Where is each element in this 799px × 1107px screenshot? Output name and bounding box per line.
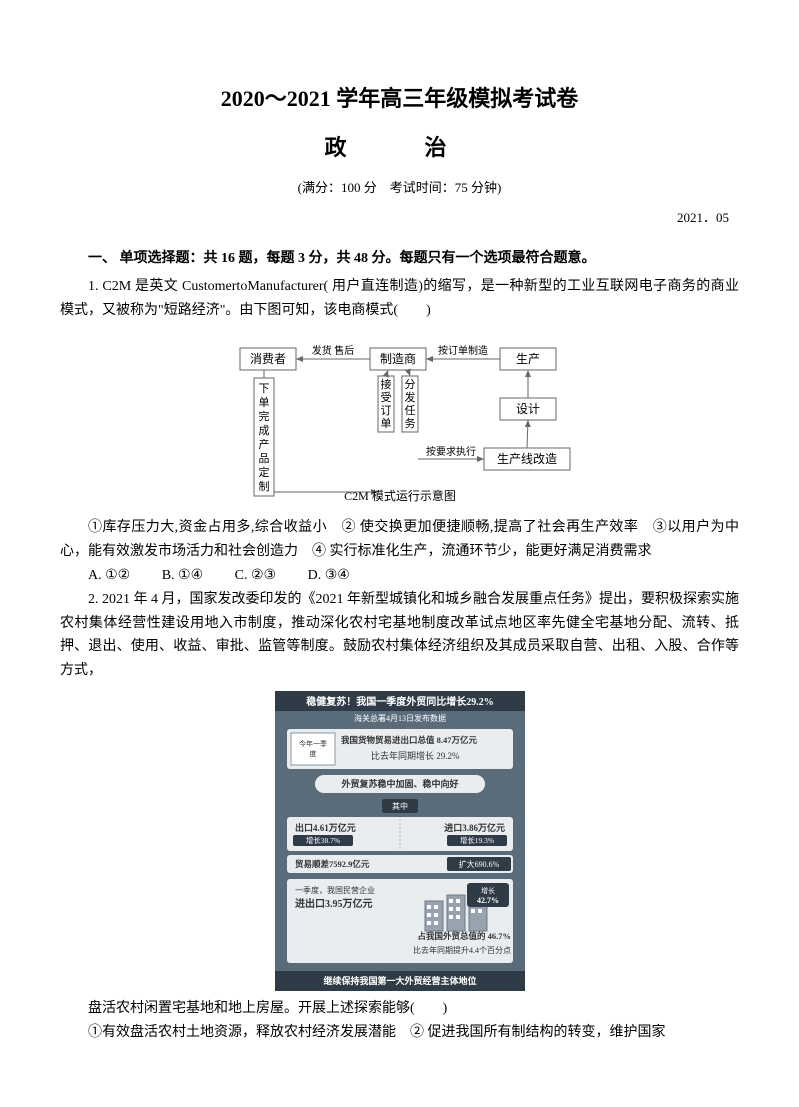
svg-text:发: 发 [404,390,415,404]
svg-text:按要求执行: 按要求执行 [426,445,476,458]
svg-text:其中: 其中 [392,801,408,811]
trade-infographic: 稳健复苏！我国一季度外贸同比增长29.2% 海关总署4月13日发布数据今年一季度 我… [275,691,525,991]
svg-text:海关总署4月13日发布数据: 海关总署4月13日发布数据 [354,713,446,723]
q1-opt-b: B. ①④ [162,568,203,583]
exam-subject-title: 政 治 [60,129,739,166]
svg-text:分: 分 [404,378,415,391]
svg-text:今年一季: 今年一季 [299,739,327,748]
q1-options: A. ①② B. ①④ C. ②③ D. ③④ [60,564,739,588]
q2-choices-text: ①有效盘活农村土地资源，释放农村经济发展潜能 ② 促进我国所有制结构的转变，维护… [60,1021,739,1045]
svg-text:制造商: 制造商 [379,351,415,366]
svg-text:消费者: 消费者 [249,352,285,366]
svg-text:订: 订 [380,404,391,417]
svg-text:务: 务 [404,417,415,430]
q2-intro: 2. 2021 年 4 月，国家发改委印发的《2021 年新型城镇化和城乡融合发… [60,588,739,683]
q1-choices-text: ①库存压力大,资金占用多,综合收益小 ② 使交换更加便捷顺畅,提高了社会再生产效… [60,516,739,564]
q1-intro: 1. C2M 是英文 CustomertoManufacturer( 用户直连制… [60,275,739,323]
svg-text:生产线改造: 生产线改造 [496,452,556,466]
svg-text:42.7%: 42.7% [477,896,499,905]
svg-text:比去年同期提升4.4个百分点: 比去年同期提升4.4个百分点 [413,945,511,955]
svg-text:生产: 生产 [515,352,539,366]
svg-text:受: 受 [380,391,391,404]
svg-text:比去年同期增长 29.2%: 比去年同期增长 29.2% [371,750,460,761]
svg-text:制: 制 [258,480,269,493]
svg-text:增长19.3%: 增长19.3% [459,835,493,845]
svg-text:成: 成 [258,424,269,437]
svg-text:增长38.7%: 增长38.7% [305,835,339,845]
svg-text:进口3.86万亿元: 进口3.86万亿元 [444,822,505,833]
svg-text:我国货物贸易进出口总值 8.47万亿元: 我国货物贸易进出口总值 8.47万亿元 [341,735,478,745]
svg-text:发货 售后: 发货 售后 [311,344,354,357]
svg-text:贸易顺差7592.9亿元: 贸易顺差7592.9亿元 [295,859,370,869]
svg-text:占我国外贸总值的 46.7%: 占我国外贸总值的 46.7% [417,931,511,941]
svg-text:品: 品 [258,452,269,465]
section-heading: 一、 单项选择题：共 16 题，每题 3 分，共 48 分。每题只有一个选项最符… [60,247,739,271]
svg-text:单: 单 [258,396,269,409]
svg-text:继续保持我国第一大外贸经营主体地位: 继续保持我国第一大外贸经营主体地位 [323,975,476,986]
q1-opt-a: A. ①② [88,568,130,583]
svg-text:稳健复苏！我国一季度外贸同比增长29.2%: 稳健复苏！我国一季度外贸同比增长29.2% [306,695,494,708]
exam-meta: (满分：100 分 考试时间：75 分钟) [60,177,739,199]
svg-text:完: 完 [258,409,269,423]
svg-text:增长: 增长 [481,886,495,895]
svg-text:度: 度 [309,749,316,758]
svg-text:设计: 设计 [515,402,539,416]
svg-text:单: 单 [380,417,391,430]
svg-text:C2M 模式运行示意图: C2M 模式运行示意图 [344,488,456,503]
exam-date: 2021．05 [60,207,739,229]
q2-tail: 盘活农村闲置宅基地和地上房屋。开展上述探索能够( ) [60,997,739,1021]
svg-text:外贸复苏稳中加固、稳中向好: 外贸复苏稳中加固、稳中向好 [340,778,458,789]
c2m-diagram: 消费者制造商生产设计生产线改造下单完成产品定制接受订单分发任务发货 售后按订单制… [220,336,580,506]
q1-opt-d: D. ③④ [308,568,350,583]
svg-text:按订单制造: 按订单制造 [438,344,488,357]
svg-text:产: 产 [258,437,269,451]
exam-main-title: 2020～2021 学年高三年级模拟考试卷 [60,80,739,117]
svg-text:下: 下 [258,383,269,395]
svg-text:任: 任 [404,404,415,417]
svg-text:进出口3.95万亿元: 进出口3.95万亿元 [295,897,373,910]
svg-text:扩大690.6%: 扩大690.6% [458,859,499,869]
svg-text:出口4.61万亿元: 出口4.61万亿元 [295,822,356,833]
svg-text:接: 接 [380,378,391,391]
q1-opt-c: C. ②③ [235,568,276,583]
svg-text:一季度，我国民营企业: 一季度，我国民营企业 [295,885,375,895]
svg-text:定: 定 [258,465,269,479]
